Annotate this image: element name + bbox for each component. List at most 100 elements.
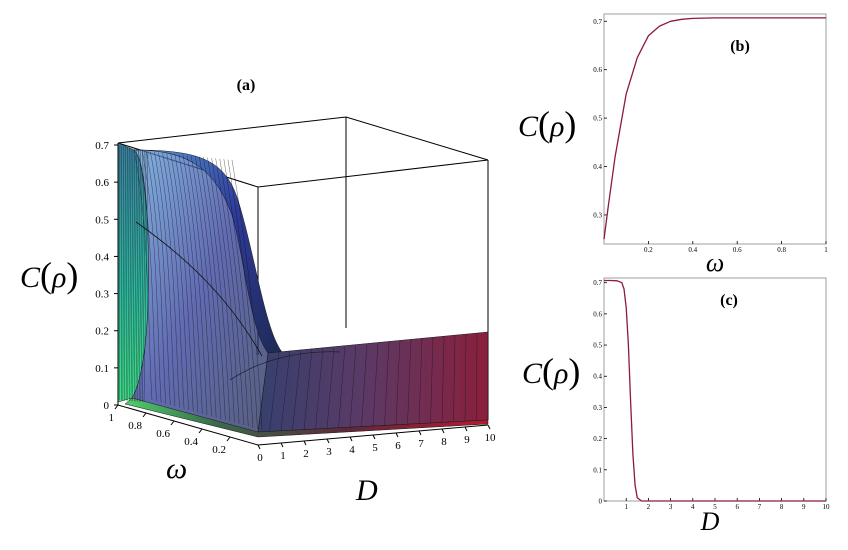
surface-mesh (117, 145, 489, 433)
mesh-line-wall (140, 150, 145, 402)
panel-b-ticks: 0.2 0.4 0.6 0.8 1 0.3 0.4 0.5 0.6 0.7 (593, 18, 828, 254)
mesh-line-drop (162, 152, 185, 409)
omega-tick-mark (142, 412, 147, 418)
omega-tick-label: 0.4 (184, 436, 198, 448)
mesh-line-drop (219, 158, 249, 427)
mesh-line-drop (146, 151, 166, 404)
omega-tick-label: 0.2 (212, 444, 226, 456)
mesh-line-floor (441, 336, 445, 423)
mesh-line-drop (207, 157, 235, 423)
y-tick-label: 0.6 (593, 66, 602, 74)
surface-contour-line (135, 221, 263, 357)
mesh-line-drop (133, 149, 153, 401)
z-tick-label: 0.5 (95, 214, 109, 226)
mesh-line-wall (143, 150, 149, 403)
panel-b-x-label: ω (706, 248, 724, 277)
panel-a-z-label-rho: ρ (51, 261, 66, 294)
panel-a-z-label-open: ( (40, 255, 52, 295)
x-tick-label: 3 (669, 503, 673, 511)
d-tick-label: 1 (280, 450, 286, 462)
panel-b-series (603, 17, 827, 240)
x-tick-label: 1 (624, 503, 628, 511)
panel-a-d-label: D (355, 474, 378, 507)
y-tick-label: 0.6 (593, 310, 602, 318)
x-tick-label: 5 (713, 503, 717, 511)
mesh-line-drop (174, 154, 199, 413)
y-tick-label: 0.3 (593, 404, 602, 412)
mesh-line-wall (125, 146, 128, 401)
y-tick-label: 0.7 (593, 18, 602, 26)
mesh-line-floor (361, 343, 368, 427)
panel-a-omega-label: ω (166, 452, 187, 485)
x-tick-label: 6 (735, 503, 739, 511)
surface-contour-line-2 (229, 351, 341, 381)
panel-a-label: (a) (237, 77, 256, 94)
mesh-line-wall (138, 149, 143, 402)
mesh-line-floor (257, 352, 269, 433)
mesh-line-floor (349, 344, 357, 428)
y-tick-label: 0 (599, 498, 603, 506)
panel-a-z-label: C(ρ) (20, 255, 78, 295)
mesh-line-drop (166, 153, 189, 411)
panel-c-y-label-rho: ρ (553, 357, 568, 390)
d-tick-mark (372, 434, 376, 440)
omega-tick-mark (226, 436, 231, 442)
d-tick-mark (326, 438, 330, 444)
mesh-line-floor (315, 347, 324, 430)
mesh-line-wall (121, 145, 122, 401)
z-tick-label: 0 (104, 400, 110, 412)
panel-c-y-label-close: ) (568, 351, 580, 391)
d-tick-mark (464, 426, 468, 432)
omega-tick-mark (170, 420, 175, 426)
omega-axis-ticks: 1 0.8 0.6 0.4 0.2 (109, 404, 231, 456)
mesh-line-drop (154, 152, 176, 407)
panel-c-y-label-c: C (522, 357, 543, 390)
mesh-line-drop (190, 155, 217, 418)
d-tick-mark (257, 444, 261, 450)
mesh-line-drop (203, 157, 231, 422)
mesh-line-drop (170, 153, 194, 412)
omega-tick-mark (114, 404, 119, 410)
panel-a: (a) 0 0.1 0.2 0.3 0.4 0.5 0.6 0.7 (20, 77, 496, 507)
x-tick-label: 2 (647, 503, 651, 511)
d-tick-label: 9 (464, 434, 470, 446)
d-tick-label: 3 (326, 446, 332, 458)
z-tick-label: 0.6 (95, 177, 109, 189)
omega-tick-label: 0.6 (156, 428, 170, 440)
panel-c-series (603, 279, 827, 502)
mesh-line-floor (384, 341, 390, 426)
omega-axis-line (117, 404, 259, 446)
y-tick-label: 0.5 (593, 342, 602, 350)
panel-a-z-label-close: ) (66, 255, 78, 295)
z-axis-ticks: 0 0.1 0.2 0.3 0.4 0.5 0.6 0.7 (95, 140, 118, 412)
x-tick-label: 0.2 (644, 246, 653, 254)
mesh-line-floor (372, 342, 379, 427)
mesh-line-drop (186, 155, 212, 417)
d-tick-mark (487, 424, 491, 430)
y-tick-label: 0.7 (593, 279, 602, 287)
y-tick-label: 0.3 (593, 211, 602, 219)
z-tick-label: 0.7 (95, 140, 109, 152)
mesh-line-floor (453, 335, 456, 422)
z-tick-label: 0.1 (95, 363, 109, 375)
d-tick-mark (280, 442, 284, 448)
d-tick-label: 4 (349, 444, 355, 456)
mesh-line-wall (134, 148, 137, 402)
y-tick-label: 0.1 (593, 466, 602, 474)
d-tick-label: 7 (418, 438, 424, 450)
d-tick-label: 2 (303, 448, 309, 460)
mesh-line-floor (476, 333, 478, 421)
mesh-line-floor (292, 349, 302, 431)
mesh-line-drop (195, 156, 221, 419)
x-tick-label: 0.4 (688, 246, 697, 254)
mesh-line-drop (150, 151, 171, 406)
x-tick-label: 1 (824, 246, 828, 254)
y-tick-label: 0.2 (593, 435, 602, 443)
omega-tick-mark (198, 428, 203, 434)
panel-c-y-label: C(ρ) (522, 351, 580, 391)
panel-b-y-label-c: C (518, 110, 539, 143)
y-tick-label: 0.4 (593, 163, 602, 171)
d-tick-mark (441, 428, 445, 434)
mesh-line-floor (464, 334, 467, 422)
x-tick-label: 0.6 (733, 246, 742, 254)
